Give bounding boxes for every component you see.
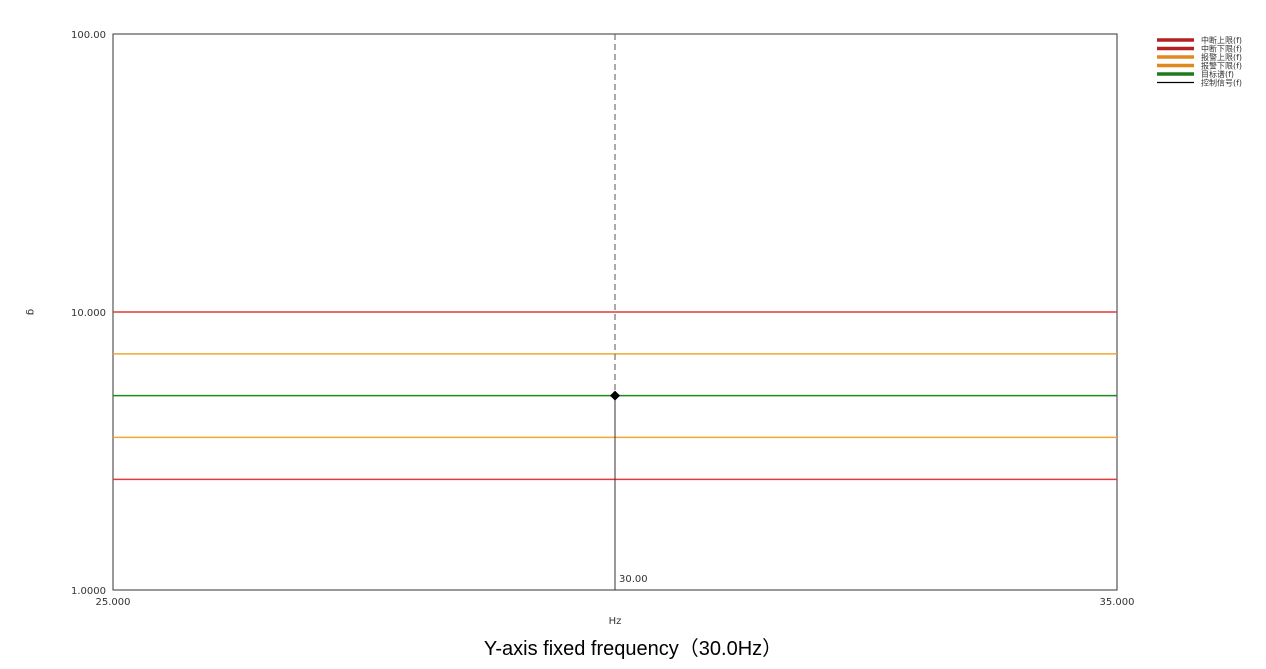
legend: 中断上限(f)中断下限(f)报警上限(f)报警下限(f)目标谱(f)控制信号(f… bbox=[1157, 35, 1242, 88]
y-axis-label: g bbox=[25, 309, 36, 315]
legend-label: 控制信号(f) bbox=[1201, 78, 1242, 88]
cursor-label: 30.00 bbox=[619, 574, 648, 585]
y-tick-label: 10.000 bbox=[71, 308, 106, 319]
legend-label: 目标谱(f) bbox=[1201, 69, 1234, 79]
figure-caption: Y-axis fixed frequency（30.0Hz） bbox=[483, 638, 783, 660]
x-axis-label: Hz bbox=[609, 616, 622, 627]
legend-label: 报警上限(f) bbox=[1201, 52, 1242, 62]
x-tick-label: 35.000 bbox=[1100, 597, 1135, 608]
y-tick-label: 1.0000 bbox=[71, 586, 106, 597]
cursor-marker[interactable] bbox=[610, 390, 620, 401]
tick-layer: 1.0000 10.000 100.00 25.000 35.000 bbox=[71, 30, 1135, 608]
x-tick-label: 25.000 bbox=[96, 597, 131, 608]
legend-label: 中断下限(f) bbox=[1201, 44, 1242, 54]
legend-label: 中断上限(f) bbox=[1201, 35, 1242, 45]
cursor-layer: 30.00 bbox=[610, 34, 648, 590]
y-tick-label: 100.00 bbox=[71, 30, 106, 41]
legend-label: 报警下限(f) bbox=[1201, 61, 1242, 71]
